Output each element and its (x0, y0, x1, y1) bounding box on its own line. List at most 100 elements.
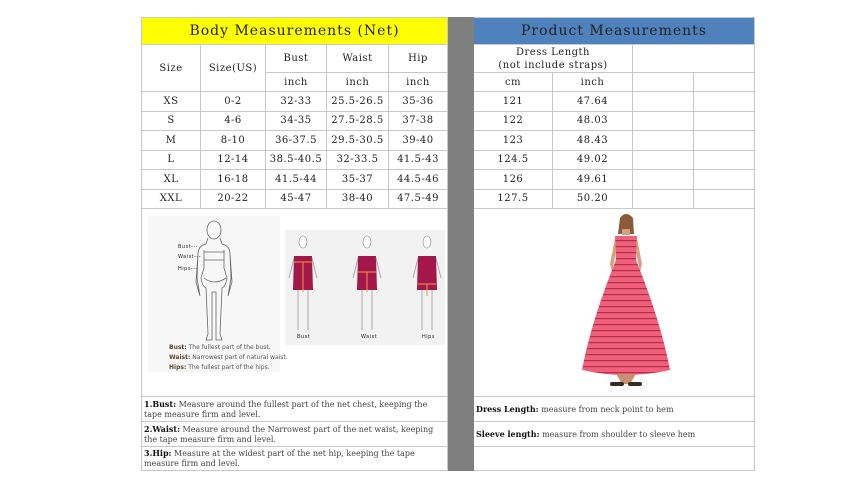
separator (447, 72, 474, 92)
header-waist: Waist (326, 44, 389, 73)
measuring-figure (352, 235, 382, 330)
note-term: 1.Bust: (144, 398, 177, 409)
cell-hip: 44.5-46 (388, 169, 448, 190)
figure-notes: Bust: The fullest part of the bust. Wais… (169, 343, 288, 373)
caption-hips: Hips (422, 334, 435, 340)
note-text: measure from neck point to hem (538, 404, 674, 414)
cell-length-cm: 124.5 (473, 149, 553, 170)
empty-cell (632, 72, 694, 92)
cell-bust: 45-47 (265, 188, 327, 209)
cell-bust: 41.5-44 (265, 169, 327, 190)
figure-label-waist: Waist--- (178, 254, 202, 260)
cell-bust: 32-33 (265, 91, 327, 112)
cell-hip: 41.5-43 (388, 149, 448, 170)
empty-cell (693, 91, 755, 112)
cell-waist: 27.5-28.5 (326, 110, 389, 131)
separator (447, 446, 474, 471)
cell-size-us: 8-10 (200, 130, 266, 151)
empty-cell (693, 72, 755, 92)
note-term: Bust: (169, 344, 187, 351)
separator (447, 91, 474, 112)
measuring-demo-panel: Bust Waist Hips (285, 230, 445, 345)
size-row: XXL 20-22 45-47 38-40 47.5-49 127.5 50.20 (141, 188, 755, 209)
bust-note: 1.Bust: Measure around the fullest part … (141, 396, 448, 422)
header-hip: Hip (388, 44, 448, 73)
sleeve-length-note: Sleeve length: measure from shoulder to … (473, 421, 755, 447)
cell-waist: 38-40 (326, 188, 389, 209)
cell-size-us: 4-6 (200, 110, 266, 131)
body-outline-figure (195, 220, 233, 341)
cell-size-us: 0-2 (200, 91, 266, 112)
cell-size: S (141, 110, 201, 131)
empty-cell (632, 130, 694, 151)
note-text: Measure at the widest part of the net hi… (144, 449, 415, 468)
size-chart: Body Measurements (Net) Product Measurem… (141, 17, 755, 471)
figure-note: Bust: The fullest part of the bust. (169, 343, 288, 353)
header-dress-length: Dress Length (not include straps) (473, 44, 633, 73)
body-measurements-title: Body Measurements (Net) (141, 17, 448, 45)
cell-length-inch: 48.03 (552, 110, 633, 131)
empty-cell (632, 91, 694, 112)
cell-size-us: 16-18 (200, 169, 266, 190)
note-term: 2.Waist: (144, 423, 181, 434)
cell-length-inch: 50.20 (552, 188, 633, 209)
note-text: Measure around the Narrowest part of the… (144, 424, 434, 444)
cell-hip: 47.5-49 (388, 188, 448, 209)
size-row: XS 0-2 32-33 25.5-26.5 35-36 121 47.64 (141, 91, 755, 112)
note-text: measure from shoulder to sleeve hem (539, 429, 696, 439)
cell-size: M (141, 130, 201, 151)
note-term: Dress Length: (476, 403, 539, 414)
empty-cell (693, 149, 755, 170)
figure-label-bust: Bust--- (178, 244, 199, 250)
figure-label-hips: Hips--- (178, 266, 198, 272)
figure-note: Hips: The fullest part of the hips. (169, 363, 288, 373)
unit-hip: inch (388, 72, 448, 92)
empty-cell (632, 188, 694, 209)
cell-size-us: 12-14 (200, 149, 266, 170)
note-term: Hips: (169, 364, 187, 371)
size-row: XL 16-18 41.5-44 35-37 44.5-46 126 49.61 (141, 169, 755, 190)
separator (447, 188, 474, 209)
cell-size: L (141, 149, 201, 170)
empty-cell (632, 110, 694, 131)
empty-cell (473, 446, 755, 471)
header-bust: Bust (265, 44, 327, 73)
empty-cell (693, 130, 755, 151)
hip-note: 3.Hip: Measure at the widest part of the… (141, 446, 448, 471)
separator (447, 17, 474, 45)
cell-length-cm: 126 (473, 169, 553, 190)
product-measurements-title: Product Measurements (473, 17, 755, 45)
note-text: The fullest part of the bust. (188, 344, 271, 351)
cell-length-cm: 122 (473, 110, 553, 131)
dress-length-note: Dress Length: measure from neck point to… (473, 396, 755, 422)
striped-maxi-dress-image (582, 214, 670, 386)
cell-length-inch: 49.61 (552, 169, 633, 190)
cell-length-cm: 121 (473, 91, 553, 112)
dress-length-note: (not include straps) (498, 59, 608, 71)
cell-bust: 34-35 (265, 110, 327, 131)
unit-bust: inch (265, 72, 327, 92)
separator (447, 130, 474, 151)
unit-cm: cm (473, 72, 553, 92)
cell-length-inch: 48.43 (552, 130, 633, 151)
size-row: S 4-6 34-35 27.5-28.5 37-38 122 48.03 (141, 110, 755, 131)
measuring-figure (288, 235, 318, 330)
note-term: Waist: (169, 354, 191, 361)
caption-bust: Bust (297, 334, 311, 340)
cell-hip: 37-38 (388, 110, 448, 131)
product-image-cell (473, 208, 755, 397)
header-size: Size (141, 44, 201, 92)
separator (447, 110, 474, 131)
cell-size: XL (141, 169, 201, 190)
separator (447, 149, 474, 170)
empty-cell (693, 110, 755, 131)
size-row: L 12-14 38.5-40.5 32-33.5 41.5-43 124.5 49.02 (141, 149, 755, 170)
cell-length-inch: 47.64 (552, 91, 633, 112)
cell-length-cm: 123 (473, 130, 553, 151)
cell-size: XS (141, 91, 201, 112)
note-term: Sleeve length: (476, 428, 540, 439)
note-text: The fullest part of the hips. (188, 364, 270, 371)
empty-cell (632, 169, 694, 190)
size-row: M 8-10 36-37.5 29.5-30.5 39-40 123 48.43 (141, 130, 755, 151)
separator (447, 396, 474, 422)
